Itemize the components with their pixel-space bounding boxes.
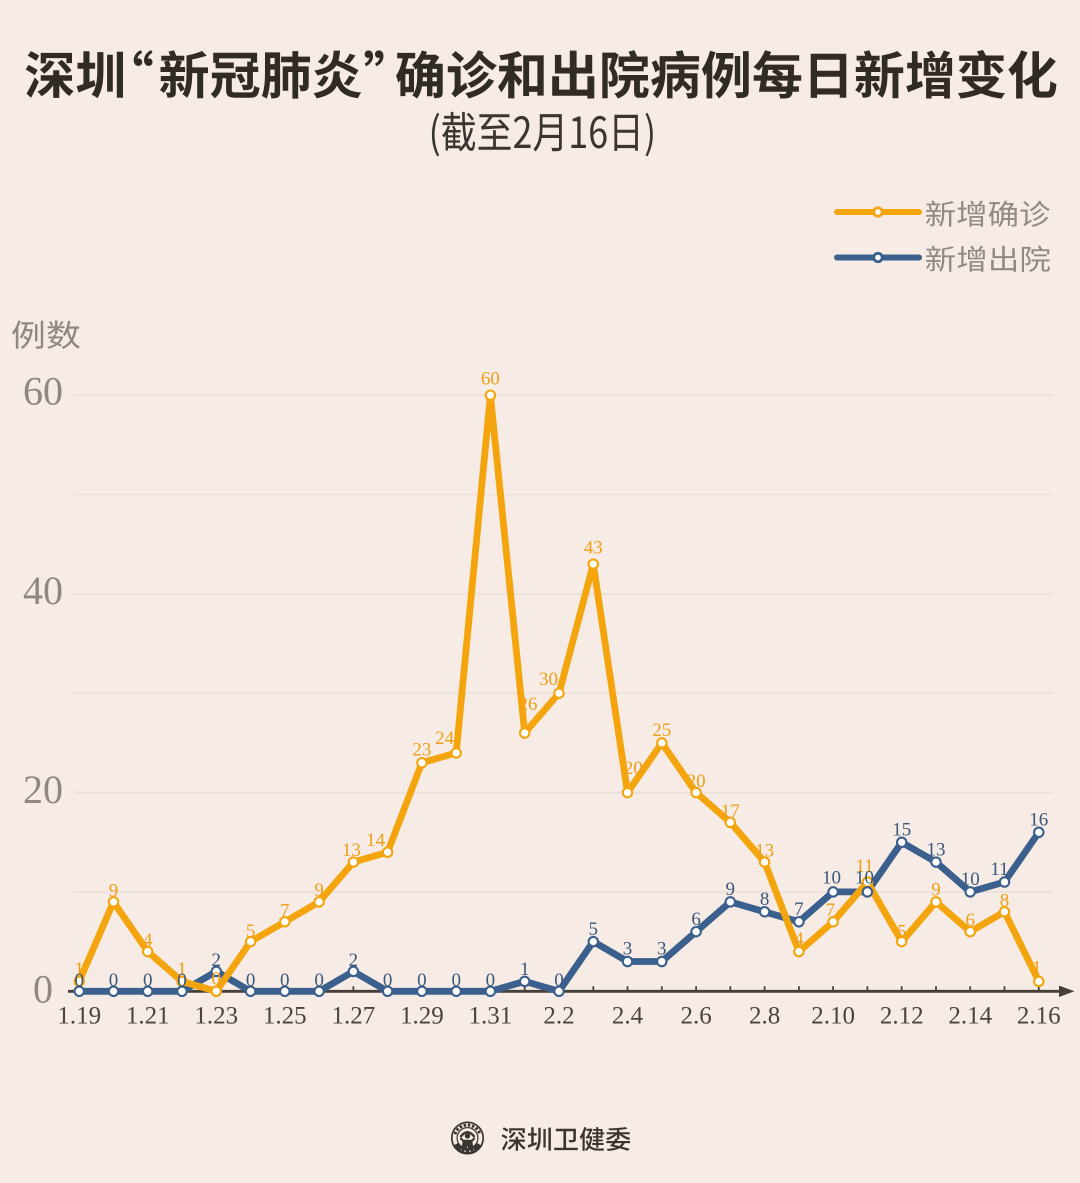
svg-text:0: 0 <box>74 970 84 991</box>
svg-text:2: 2 <box>349 950 359 971</box>
svg-text:11: 11 <box>990 859 1008 880</box>
svg-text:23: 23 <box>412 740 431 761</box>
svg-text:6: 6 <box>691 909 701 930</box>
svg-text:7: 7 <box>794 899 804 920</box>
svg-text:2.2: 2.2 <box>543 1002 574 1029</box>
svg-text:20: 20 <box>624 758 643 779</box>
svg-text:13: 13 <box>755 841 774 862</box>
svg-text:1.25: 1.25 <box>263 1002 307 1029</box>
svg-text:1.23: 1.23 <box>194 1002 238 1029</box>
svg-text:9: 9 <box>931 879 941 900</box>
svg-text:0: 0 <box>143 970 153 991</box>
svg-text:6: 6 <box>965 910 975 931</box>
svg-text:7: 7 <box>826 900 836 921</box>
svg-text:9: 9 <box>726 879 736 900</box>
svg-text:24: 24 <box>435 728 455 749</box>
svg-text:0: 0 <box>280 970 290 991</box>
svg-text:0: 0 <box>554 970 564 991</box>
svg-text:2.10: 2.10 <box>811 1002 855 1029</box>
svg-text:0: 0 <box>417 970 427 991</box>
svg-text:1.27: 1.27 <box>332 1002 376 1029</box>
svg-text:1.21: 1.21 <box>126 1002 170 1029</box>
svg-text:2.14: 2.14 <box>948 1002 992 1029</box>
svg-text:0: 0 <box>314 970 324 991</box>
svg-text:11: 11 <box>855 856 873 877</box>
svg-text:0: 0 <box>177 970 187 991</box>
svg-text:2.12: 2.12 <box>880 1002 924 1029</box>
svg-text:26: 26 <box>519 694 538 715</box>
svg-text:60: 60 <box>481 369 500 390</box>
svg-text:2: 2 <box>212 950 222 971</box>
svg-text:0: 0 <box>33 967 53 1012</box>
svg-text:1: 1 <box>1032 958 1042 979</box>
svg-text:1: 1 <box>74 959 84 980</box>
svg-text:8: 8 <box>760 889 770 910</box>
svg-text:1: 1 <box>177 959 187 980</box>
svg-text:1.31: 1.31 <box>469 1002 513 1029</box>
svg-text:1: 1 <box>520 959 530 980</box>
svg-text:40: 40 <box>23 568 63 613</box>
svg-text:43: 43 <box>584 538 603 559</box>
svg-text:10: 10 <box>822 867 841 888</box>
svg-text:5: 5 <box>246 921 256 942</box>
svg-text:2.4: 2.4 <box>612 1002 644 1029</box>
svg-text:13: 13 <box>342 840 361 861</box>
svg-text:14: 14 <box>366 830 386 851</box>
svg-text:10: 10 <box>855 867 874 888</box>
svg-text:3: 3 <box>623 939 633 960</box>
svg-text:0: 0 <box>246 970 256 991</box>
svg-text:4: 4 <box>143 930 153 951</box>
svg-text:25: 25 <box>652 720 671 741</box>
svg-text:2.8: 2.8 <box>749 1002 780 1029</box>
svg-text:0: 0 <box>383 970 393 991</box>
svg-text:1.19: 1.19 <box>57 1002 101 1029</box>
svg-text:60: 60 <box>23 369 63 414</box>
svg-text:5: 5 <box>897 921 907 942</box>
svg-text:17: 17 <box>721 801 740 822</box>
svg-text:0: 0 <box>212 969 222 990</box>
svg-text:30: 30 <box>539 669 558 690</box>
svg-text:0: 0 <box>109 970 119 991</box>
svg-text:20: 20 <box>687 771 706 792</box>
svg-text:15: 15 <box>892 820 911 841</box>
svg-text:0: 0 <box>451 970 461 991</box>
svg-text:10: 10 <box>961 869 980 890</box>
svg-text:20: 20 <box>23 767 63 812</box>
svg-text:4: 4 <box>794 929 804 950</box>
svg-text:13: 13 <box>927 839 946 860</box>
svg-text:2.16: 2.16 <box>1017 1002 1061 1029</box>
svg-text:0: 0 <box>486 970 496 991</box>
svg-text:2.6: 2.6 <box>680 1002 711 1029</box>
svg-text:8: 8 <box>1000 890 1010 911</box>
svg-text:5: 5 <box>589 919 599 940</box>
svg-text:3: 3 <box>657 939 667 960</box>
svg-text:9: 9 <box>109 880 119 901</box>
svg-text:9: 9 <box>314 880 324 901</box>
svg-text:1.29: 1.29 <box>400 1002 444 1029</box>
svg-text:16: 16 <box>1029 810 1048 831</box>
svg-text:7: 7 <box>280 900 290 921</box>
